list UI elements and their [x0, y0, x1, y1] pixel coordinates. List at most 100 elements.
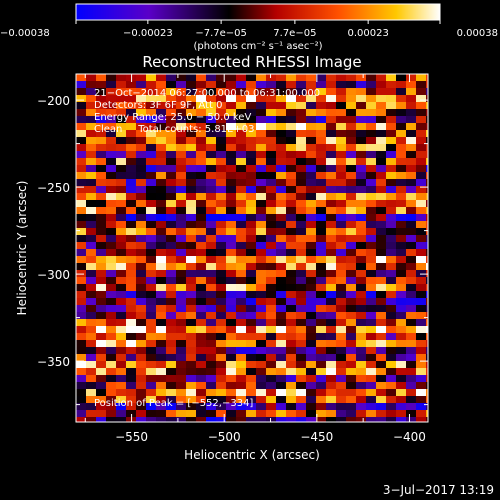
heatmap-cell: [366, 214, 377, 222]
heatmap-cell: [86, 298, 97, 306]
heatmap-cell: [286, 235, 297, 243]
heatmap-cell: [176, 417, 187, 422]
heatmap-cell: [226, 186, 237, 194]
heatmap-cell: [246, 340, 257, 348]
heatmap-cell: [346, 263, 357, 271]
heatmap-cell: [336, 165, 347, 173]
heatmap-cell: [326, 179, 337, 187]
heatmap-cell: [416, 305, 427, 313]
heatmap-cell: [366, 123, 377, 131]
heatmap-cell: [116, 193, 127, 201]
heatmap-cell: [86, 130, 97, 138]
heatmap-cell: [376, 242, 387, 250]
heatmap-cell: [226, 242, 237, 250]
heatmap-cell: [166, 291, 177, 299]
heatmap-cell: [76, 193, 87, 201]
heatmap-cell: [256, 340, 267, 348]
heatmap-cell: [326, 284, 337, 292]
heatmap-cell: [156, 333, 167, 341]
heatmap-cell: [96, 249, 107, 257]
heatmap-cell: [326, 88, 337, 96]
heatmap-cell: [276, 172, 287, 180]
heatmap-cell: [336, 319, 347, 327]
heatmap-cell: [416, 256, 427, 264]
heatmap-cell: [116, 382, 127, 390]
heatmap-cell: [116, 375, 127, 383]
heatmap-cell: [236, 326, 247, 334]
heatmap-cell: [196, 130, 207, 138]
heatmap-cell: [226, 417, 237, 422]
heatmap-cell: [116, 361, 127, 369]
heatmap-cell: [346, 193, 357, 201]
heatmap-cell: [176, 151, 187, 159]
heatmap-cell: [146, 270, 157, 278]
heatmap-cell: [296, 186, 307, 194]
heatmap-cell: [116, 263, 127, 271]
heatmap-cell: [246, 256, 257, 264]
heatmap-cell: [376, 298, 387, 306]
heatmap-cell: [76, 382, 87, 390]
heatmap-cell: [156, 228, 167, 236]
heatmap-cell: [416, 88, 427, 96]
heatmap-cell: [236, 382, 247, 390]
heatmap-cell: [376, 81, 387, 89]
heatmap-cell: [86, 186, 97, 194]
heatmap-cell: [186, 151, 197, 159]
heatmap-cell: [246, 186, 257, 194]
heatmap-cell: [296, 109, 307, 117]
heatmap-cell: [126, 326, 137, 334]
heatmap-cell: [216, 368, 227, 376]
heatmap-cell: [406, 347, 417, 355]
heatmap-cell: [356, 151, 367, 159]
heatmap-cell: [146, 263, 157, 271]
heatmap-cell: [156, 396, 167, 404]
heatmap-cell: [356, 403, 367, 411]
heatmap-cell: [176, 403, 187, 411]
heatmap-cell: [106, 158, 117, 166]
heatmap-cell: [266, 389, 277, 397]
heatmap-cell: [226, 256, 237, 264]
heatmap-cell: [366, 298, 377, 306]
heatmap-cell: [206, 81, 217, 89]
heatmap-cell: [356, 102, 367, 110]
heatmap-cell: [176, 284, 187, 292]
heatmap-cell: [416, 417, 427, 422]
heatmap-cell: [336, 186, 347, 194]
heatmap-cell: [116, 319, 127, 327]
heatmap-cell: [256, 347, 267, 355]
heatmap-cell: [146, 235, 157, 243]
heatmap-cell: [186, 242, 197, 250]
heatmap-cell: [286, 88, 297, 96]
heatmap-cell: [366, 165, 377, 173]
heatmap-cell: [316, 382, 327, 390]
heatmap-cell: [216, 347, 227, 355]
heatmap-cell: [256, 396, 267, 404]
heatmap-cell: [336, 368, 347, 376]
heatmap-cell: [356, 186, 367, 194]
heatmap-cell: [196, 249, 207, 257]
heatmap-cell: [366, 361, 377, 369]
heatmap-cell: [96, 137, 107, 145]
heatmap-cell: [86, 193, 97, 201]
heatmap-cell: [276, 221, 287, 229]
heatmap-cell: [96, 172, 107, 180]
heatmap-cell: [246, 179, 257, 187]
heatmap-cell: [86, 284, 97, 292]
heatmap-cell: [146, 109, 157, 117]
heatmap-cell: [426, 137, 428, 145]
heatmap-cell: [96, 375, 107, 383]
heatmap-cell: [116, 95, 127, 103]
heatmap-cell: [206, 165, 217, 173]
y-tick-label: −350: [37, 355, 70, 369]
heatmap-cell: [96, 214, 107, 222]
heatmap-cell: [76, 389, 87, 397]
heatmap-cell: [126, 109, 137, 117]
heatmap-cell: [416, 179, 427, 187]
heatmap-cell: [426, 277, 428, 285]
heatmap-cell: [426, 74, 428, 82]
heatmap-cell: [196, 116, 207, 124]
heatmap-cell: [196, 319, 207, 327]
heatmap-cell: [296, 249, 307, 257]
heatmap-cell: [286, 130, 297, 138]
heatmap-cell: [296, 270, 307, 278]
